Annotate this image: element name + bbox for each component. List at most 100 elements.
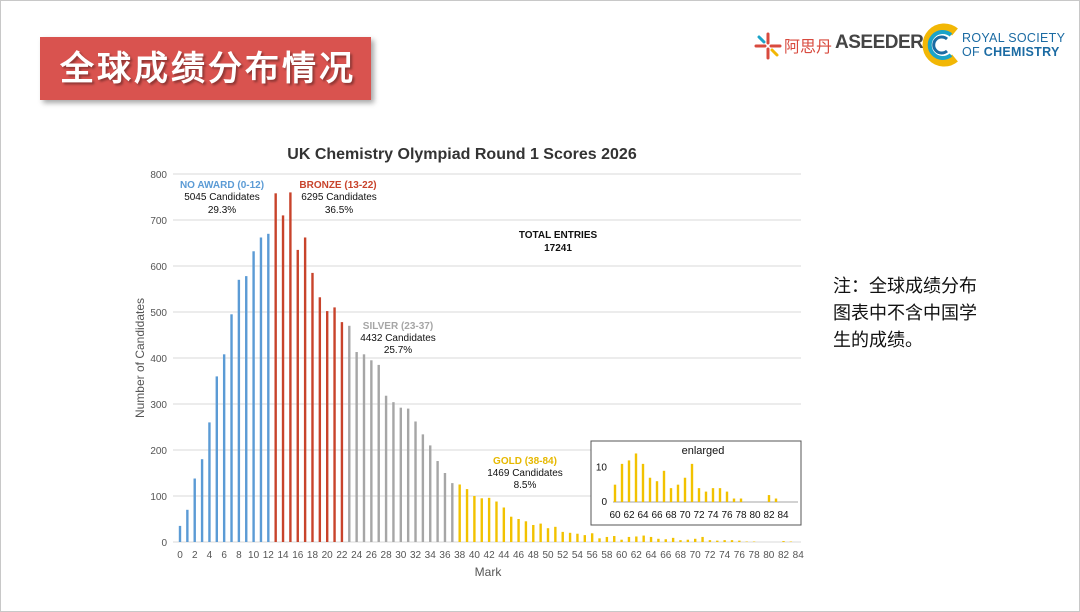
grid-layer xyxy=(173,173,801,543)
inset-bar-mark-75 xyxy=(718,488,722,502)
inset-bar-mark-68 xyxy=(669,488,673,502)
bar-mark-63 xyxy=(642,535,645,542)
inset-x-tick-label: 66 xyxy=(651,510,663,521)
bar-mark-73 xyxy=(716,540,719,542)
bar-mark-66 xyxy=(664,539,667,542)
x-tick-label: 40 xyxy=(469,550,481,561)
inset-x-tick-label: 60 xyxy=(609,510,621,521)
inset-chart: enlarged 0 10 60 62 64 66 68 70 72 74 76 78 80 82 84 xyxy=(590,440,802,526)
bar-mark-10 xyxy=(252,251,255,542)
bar-mark-31 xyxy=(406,408,410,542)
legend-no-award-title: NO AWARD (0-12) xyxy=(180,180,264,191)
legend-silver: SILVER (23-37) 4432 Candidates 25.7% xyxy=(360,321,436,356)
y-tick-label: 700 xyxy=(150,216,167,227)
inset-x-tick-label: 82 xyxy=(763,510,775,521)
x-tick-label: 8 xyxy=(236,550,242,561)
aseeder-cn-text: 阿思丹 xyxy=(784,37,833,56)
inset-bar-mark-70 xyxy=(683,477,687,502)
inset-bar-mark-62 xyxy=(627,460,631,502)
bar-mark-52 xyxy=(561,531,564,542)
legend-no-award-percent: 29.3% xyxy=(208,205,236,216)
legend-bronze-count: 6295 Candidates xyxy=(301,192,377,203)
bar-mark-75 xyxy=(730,540,734,542)
bar-mark-44 xyxy=(502,507,506,542)
bar-mark-54 xyxy=(576,533,579,542)
bar-mark-1 xyxy=(186,509,189,542)
inset-x-tick-label: 74 xyxy=(707,510,719,521)
inset-x-tick-label: 68 xyxy=(665,510,677,521)
x-tick-label: 80 xyxy=(763,550,775,561)
x-tick-label: 30 xyxy=(395,550,407,561)
bar-mark-20 xyxy=(326,311,329,542)
x-tick-label: 42 xyxy=(484,550,496,561)
bar-mark-82 xyxy=(782,541,785,542)
inset-bars xyxy=(613,453,778,502)
inset-title: enlarged xyxy=(682,445,725,457)
inset-bar-mark-61 xyxy=(620,463,624,502)
bar-mark-13 xyxy=(274,193,277,542)
inset-x-tick-label: 84 xyxy=(777,510,789,521)
bar-mark-34 xyxy=(429,445,432,542)
aseeder-logo-icon xyxy=(754,32,782,60)
x-tick-label: 74 xyxy=(719,550,731,561)
bar-mark-42 xyxy=(487,497,491,542)
bar-mark-61 xyxy=(627,536,631,542)
bar-mark-11 xyxy=(259,237,263,543)
inset-x-tick-labels: 60 62 64 66 68 70 72 74 76 78 80 82 84 xyxy=(609,510,789,521)
bar-mark-7 xyxy=(230,314,233,542)
inset-x-tick-label: 78 xyxy=(735,510,747,521)
x-tick-label: 66 xyxy=(660,550,672,561)
bar-mark-4 xyxy=(208,422,211,542)
bar-mark-60 xyxy=(620,539,623,542)
bar-mark-23 xyxy=(348,325,351,542)
x-tick-label: 72 xyxy=(704,550,716,561)
inset-bar-mark-65 xyxy=(648,477,652,502)
inset-x-tick-label: 72 xyxy=(693,510,705,521)
bar-mark-19 xyxy=(318,297,322,542)
bar-mark-47 xyxy=(524,521,528,542)
x-tick-label: 76 xyxy=(734,550,746,561)
inset-bar-mark-69 xyxy=(676,484,680,502)
inset-x-tick-label: 64 xyxy=(637,510,649,521)
bar-mark-70 xyxy=(694,538,697,542)
bar-mark-32 xyxy=(414,421,417,542)
bar-mark-16 xyxy=(296,249,299,542)
note-line-1: 注：全球成绩分布 xyxy=(833,276,977,297)
y-tick-label: 800 xyxy=(150,170,167,181)
x-tick-label: 84 xyxy=(793,550,805,561)
x-tick-label: 20 xyxy=(322,550,334,561)
bar-mark-69 xyxy=(686,539,690,542)
rsc-logo-icon xyxy=(922,23,958,67)
legend-gold-count: 1469 Candidates xyxy=(487,468,563,479)
x-tick-labels: 0 2 4 6 8 10 12 14 16 18 20 22 24 26 28 30 32 34 36 38 40 42 4… xyxy=(177,550,804,561)
rsc-line1: ROYAL SOCIETY xyxy=(962,31,1066,45)
inset-bar-mark-71 xyxy=(690,463,694,502)
bar-mark-43 xyxy=(495,501,498,542)
x-tick-label: 28 xyxy=(381,550,393,561)
bar-mark-27 xyxy=(377,364,380,542)
bar-mark-67 xyxy=(671,537,675,542)
inset-bar-mark-77 xyxy=(732,498,736,502)
legend-gold: GOLD (38-84) 1469 Candidates 8.5% xyxy=(487,456,563,491)
x-tick-label: 44 xyxy=(498,550,510,561)
rsc-line2-bold: CHEMISTRY xyxy=(983,45,1060,59)
rsc-line2: OF CHEMISTRY xyxy=(962,45,1060,59)
inset-x-tick-label: 62 xyxy=(623,510,635,521)
bar-mark-15 xyxy=(289,192,292,542)
total-entries-value: 17241 xyxy=(544,243,572,254)
bar-mark-3 xyxy=(200,459,204,542)
bar-mark-33 xyxy=(421,434,425,542)
bar-mark-45 xyxy=(510,516,513,542)
x-tick-label: 14 xyxy=(277,550,289,561)
bar-mark-25 xyxy=(362,354,366,542)
bar-mark-51 xyxy=(554,526,557,542)
bar-mark-14 xyxy=(281,215,285,542)
x-tick-label: 60 xyxy=(616,550,628,561)
bar-mark-74 xyxy=(723,540,726,542)
inset-x-tick-label: 70 xyxy=(679,510,691,521)
bar-mark-5 xyxy=(215,376,218,542)
bar-mark-12 xyxy=(267,233,270,543)
x-tick-label: 52 xyxy=(557,550,569,561)
x-tick-label: 58 xyxy=(601,550,613,561)
